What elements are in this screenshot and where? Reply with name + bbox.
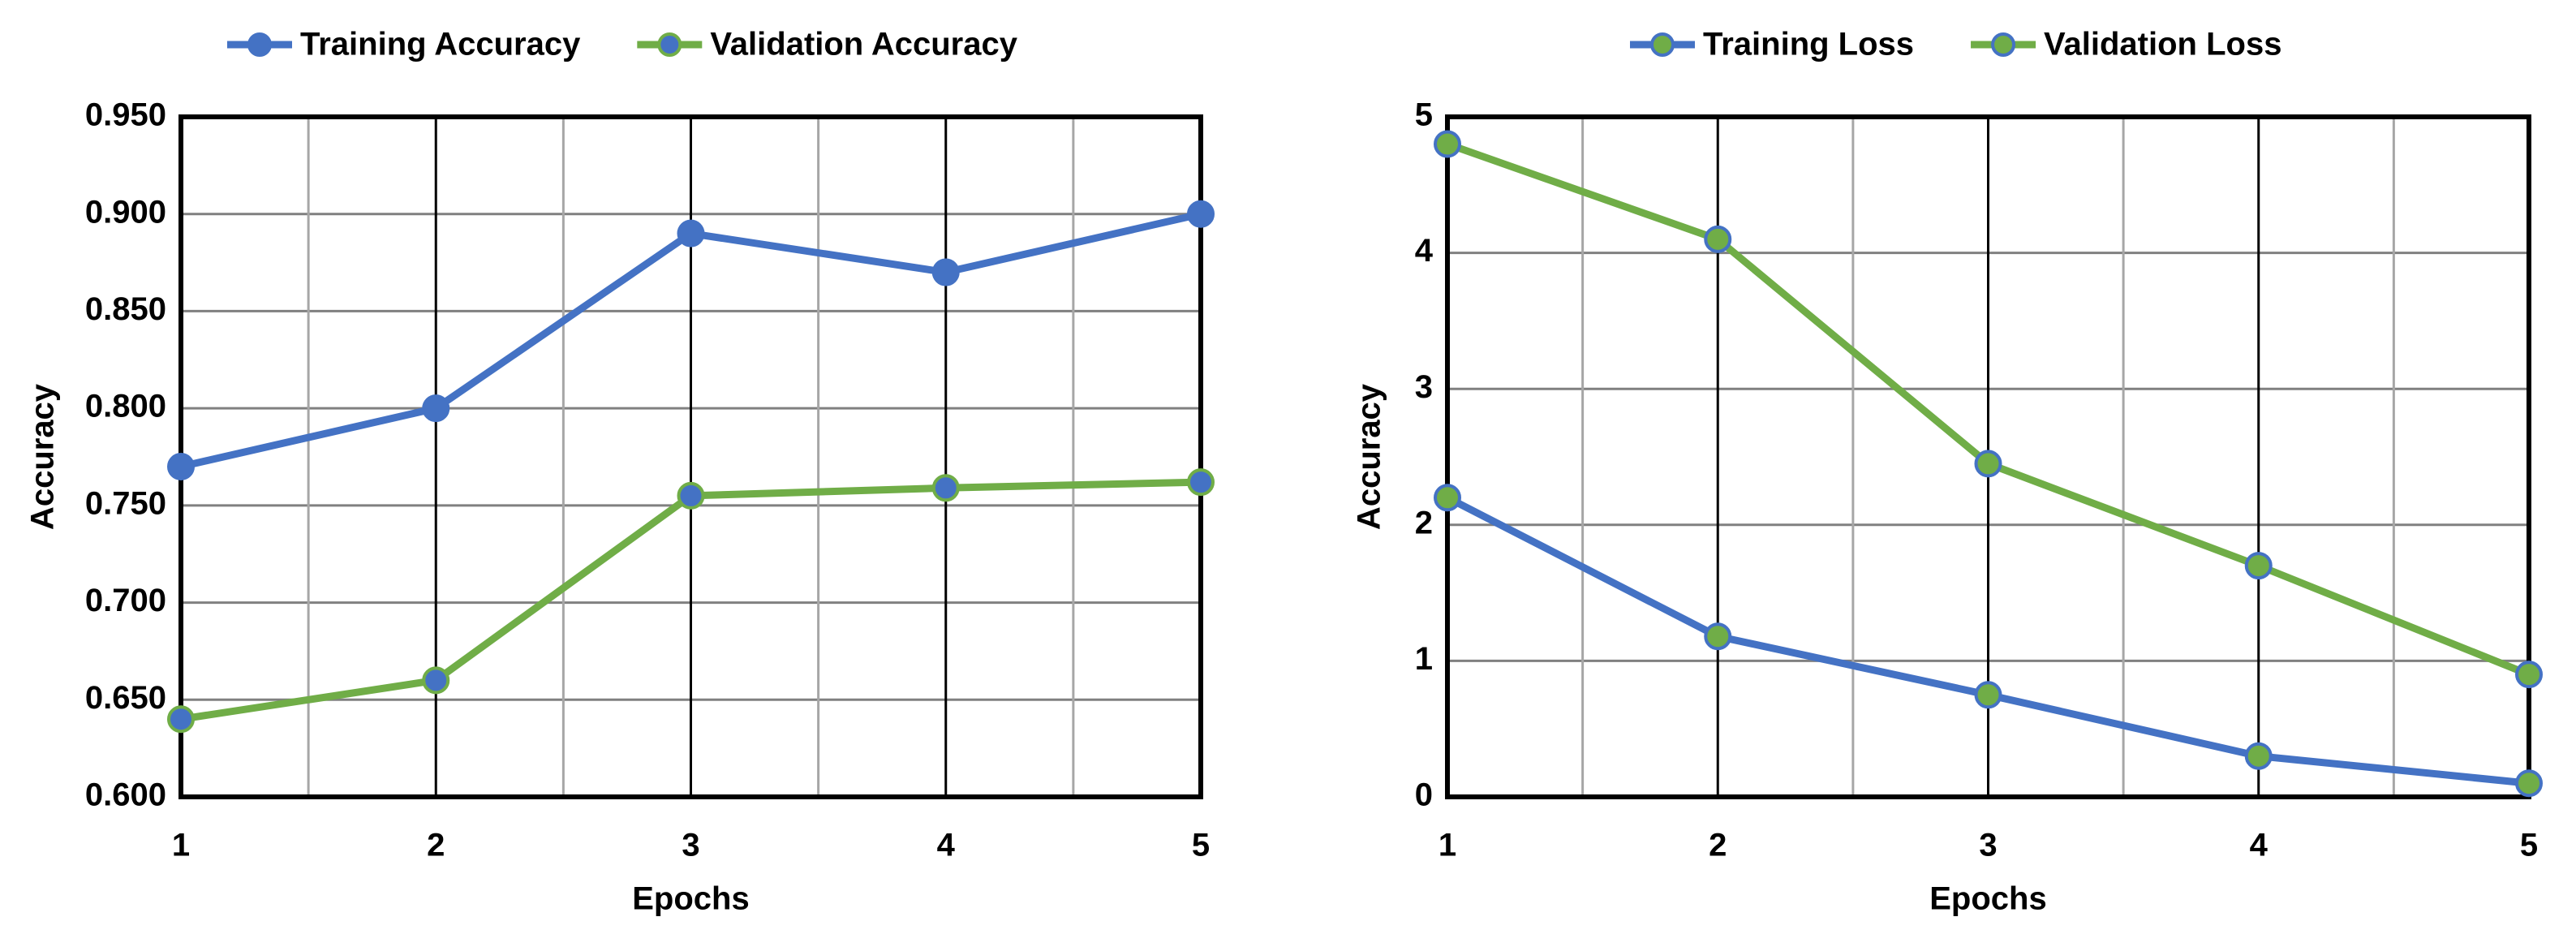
data-point <box>2244 552 2273 580</box>
y-axis-label: Accuracy <box>25 383 61 530</box>
y-tick-label: 2 <box>1415 505 1433 540</box>
y-tick-label: 0.950 <box>85 97 166 133</box>
legend-label: Training Loss <box>1703 27 1914 62</box>
data-point <box>1704 622 1732 651</box>
y-tick-label: 3 <box>1415 369 1433 405</box>
data-point <box>2515 769 2543 798</box>
x-tick-label: 3 <box>682 828 699 863</box>
chart: 0.600 0.650 0.700 0.750 0.800 0.850 0.900 0.950… <box>25 27 1215 917</box>
data-point <box>931 258 960 286</box>
y-tick-label: 0.850 <box>85 291 166 327</box>
y-axis-label: Accuracy <box>1352 383 1387 530</box>
data-point <box>167 705 195 734</box>
y-tick-label: 0.900 <box>85 194 166 230</box>
data-point <box>422 666 450 695</box>
y-tick-label: 0.700 <box>85 583 166 618</box>
x-tick-label: 3 <box>1979 828 1997 863</box>
data-point <box>2244 742 2273 770</box>
legend-label: Validation Loss <box>2044 27 2281 62</box>
data-point <box>1187 200 1215 228</box>
x-axis-label: Epochs <box>1929 881 2046 917</box>
y-tick-label: 0.800 <box>85 389 166 424</box>
data-point <box>677 481 705 510</box>
data-point <box>167 452 195 480</box>
x-tick-label: 1 <box>172 828 190 863</box>
data-point <box>931 474 960 502</box>
x-tick-label: 5 <box>2520 828 2538 863</box>
y-tick-label: 4 <box>1415 233 1434 269</box>
legend-marker <box>1650 32 1675 57</box>
legend-label: Training Accuracy <box>300 27 581 62</box>
legend-marker <box>657 32 682 57</box>
legend-marker <box>1991 32 2016 57</box>
y-tick-label: 1 <box>1415 641 1433 677</box>
x-tick-label: 1 <box>1439 828 1456 863</box>
y-tick-label: 0.650 <box>85 680 166 716</box>
data-point <box>677 219 705 248</box>
data-point <box>1974 681 2002 709</box>
data-point <box>1974 450 2002 478</box>
data-point <box>422 394 450 423</box>
x-tick-label: 2 <box>1709 828 1727 863</box>
data-point <box>1434 484 1461 512</box>
y-tick-label: 0.600 <box>85 777 166 813</box>
y-tick-label: 0 <box>1415 777 1433 813</box>
data-point <box>1704 225 1732 253</box>
legend-marker <box>247 32 272 57</box>
plot-frame <box>1445 114 2531 799</box>
x-tick-label: 2 <box>427 828 445 863</box>
y-tick-label: 0.750 <box>85 485 166 521</box>
x-tick-label: 4 <box>937 828 956 863</box>
legend-label: Validation Accuracy <box>710 27 1017 62</box>
x-tick-label: 4 <box>2250 828 2269 863</box>
data-point <box>1187 468 1215 497</box>
x-axis-label: Epochs <box>632 881 749 917</box>
data-point <box>1434 130 1461 158</box>
y-tick-label: 5 <box>1415 97 1433 133</box>
data-point <box>2515 661 2543 689</box>
x-tick-label: 5 <box>1192 828 1210 863</box>
